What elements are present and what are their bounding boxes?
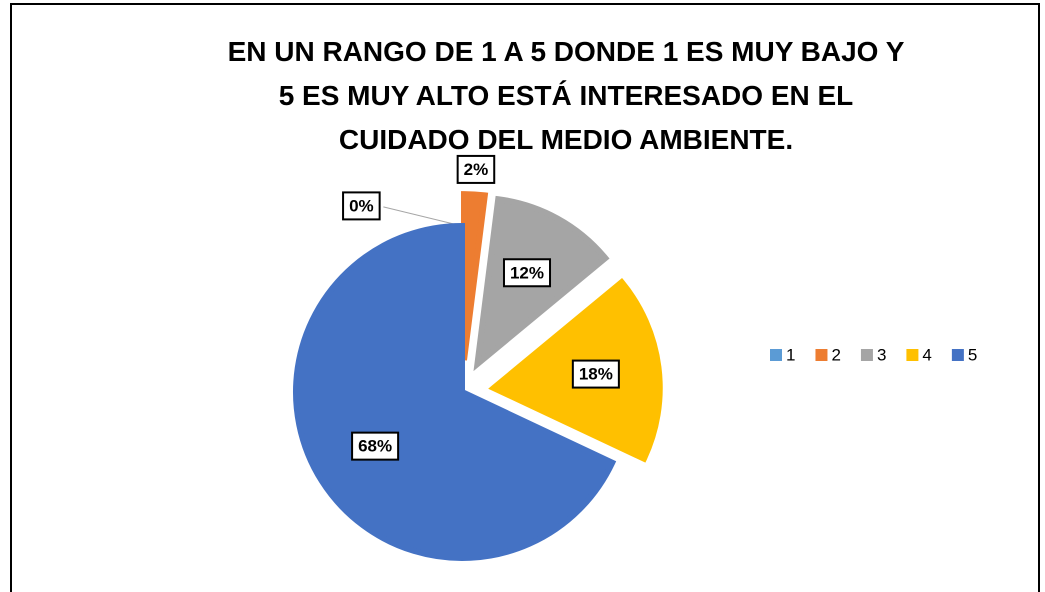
pie-slice — [461, 191, 489, 361]
data-label-box — [502, 258, 552, 288]
data-label: 12% — [510, 263, 544, 282]
legend-label: 1 — [786, 345, 795, 364]
legend-swatch — [770, 349, 782, 361]
data-label-box — [342, 191, 381, 221]
legend-swatch — [951, 349, 964, 361]
data-label-box — [571, 359, 620, 389]
legend-label: 5 — [968, 345, 977, 364]
data-label: 0% — [349, 196, 374, 215]
legend-label: 2 — [831, 345, 840, 364]
pie-slice — [293, 222, 617, 561]
legend-swatch — [860, 349, 873, 361]
legend-label: 3 — [877, 345, 886, 364]
legend-swatch — [815, 349, 828, 361]
legend-label: 4 — [922, 345, 931, 364]
data-label: 18% — [579, 365, 613, 384]
data-label-box — [456, 154, 496, 184]
chart-title: EN UN RANGO DE 1 A 5 DONDE 1 ES MUY BAJO… — [228, 36, 905, 155]
data-label: 2% — [464, 160, 489, 179]
data-label: 68% — [358, 437, 392, 456]
leader-line — [383, 206, 463, 227]
legend-swatch — [906, 349, 919, 361]
data-label-box — [351, 431, 400, 461]
